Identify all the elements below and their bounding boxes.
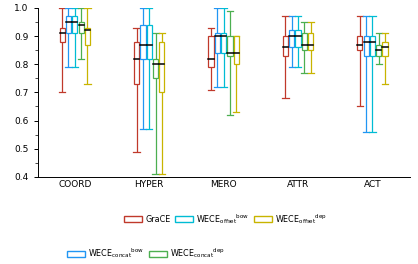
Bar <box>364 36 369 56</box>
Bar <box>66 16 71 33</box>
Bar <box>227 36 232 56</box>
Bar <box>215 33 220 53</box>
Bar <box>302 33 307 50</box>
Legend: WECE$_{\rm concat}$$^{\rm bow}$, WECE$_{\rm concat}$$^{\rm dep}$: WECE$_{\rm concat}$$^{\rm bow}$, WECE$_{… <box>67 246 225 260</box>
Bar <box>153 59 158 78</box>
Bar <box>382 42 387 56</box>
Bar <box>85 28 90 45</box>
Bar <box>234 36 239 64</box>
Bar <box>147 25 152 59</box>
Bar <box>357 36 362 50</box>
Bar <box>221 33 226 53</box>
Bar <box>370 36 375 56</box>
Bar <box>79 22 84 33</box>
Legend: GraCE, WECE$_{\rm offset}$$^{\rm bow}$, WECE$_{\rm offset}$$^{\rm dep}$: GraCE, WECE$_{\rm offset}$$^{\rm bow}$, … <box>124 212 327 226</box>
Bar <box>283 36 288 56</box>
Bar <box>72 16 77 33</box>
Bar <box>60 28 65 42</box>
Bar <box>289 30 294 47</box>
Bar <box>376 45 381 56</box>
Bar <box>159 42 164 92</box>
Bar <box>209 36 214 67</box>
Bar <box>140 25 145 59</box>
Bar <box>308 33 313 50</box>
Bar <box>296 30 301 47</box>
Bar <box>134 42 139 84</box>
